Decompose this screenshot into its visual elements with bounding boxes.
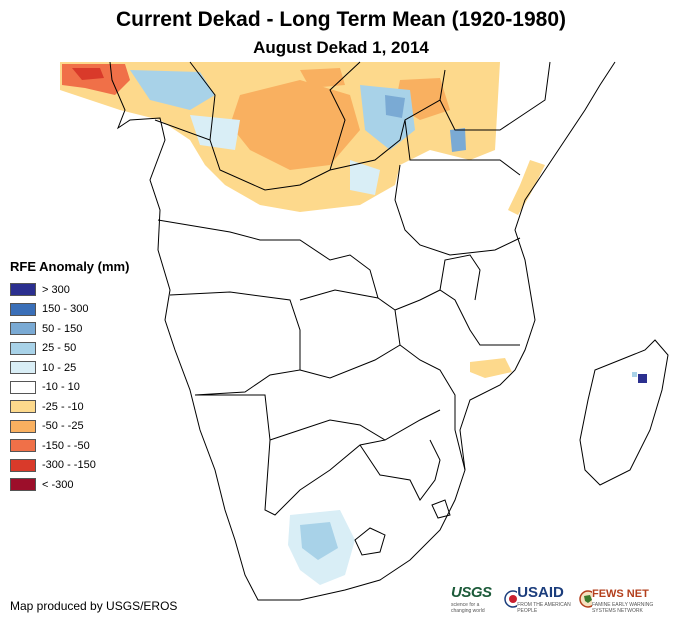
fews-net-logo: FEWS NET FAMINE EARLY WARNING SYSTEMS NE…	[578, 584, 676, 614]
legend-item: 150 - 300	[10, 300, 129, 320]
usaid-logo: USAID FROM THE AMERICAN PEOPLE	[504, 584, 573, 614]
border-line	[195, 394, 441, 516]
legend-label: -10 - 10	[42, 381, 80, 394]
wet-anomaly-area	[385, 95, 405, 118]
wet-anomaly-area	[190, 115, 240, 150]
legend-title: RFE Anomaly (mm)	[10, 259, 130, 274]
legend-label: < -300	[42, 478, 74, 491]
usgs-tagline: science for a changing world	[451, 602, 485, 614]
legend-item: > 300	[10, 280, 129, 300]
border-line	[269, 419, 386, 441]
wet-anomaly-area	[130, 70, 215, 110]
legend-label: -150 - -50	[42, 439, 90, 452]
border-line	[404, 119, 521, 176]
anomaly-shading	[60, 62, 647, 585]
legend-swatch	[10, 322, 36, 336]
legend-item: -300 - -150	[10, 456, 129, 476]
legend-swatch	[10, 302, 36, 316]
legend-item: -150 - -50	[10, 436, 129, 456]
legend-label: -300 - -150	[42, 459, 96, 472]
legend-label: 150 - 300	[42, 303, 89, 316]
logo-strip: USGS science for a changing world USAID …	[451, 584, 682, 614]
border-line	[431, 499, 451, 519]
legend-label: 25 - 50	[42, 342, 77, 355]
border-line	[394, 164, 521, 256]
usgs-logo: USGS science for a changing world	[451, 584, 498, 614]
usaid-seal-icon	[504, 590, 518, 608]
legend-swatch	[10, 439, 36, 453]
border-line	[439, 61, 551, 131]
wet-anomaly-area	[450, 128, 466, 152]
very-dry-area	[72, 68, 104, 80]
wet-anomaly-area	[350, 160, 380, 195]
country-borders	[109, 61, 669, 601]
legend-rows: > 300 150 - 300 50 - 150 25 - 50 10 - 25 -10 …	[10, 280, 129, 495]
border-line	[439, 254, 481, 301]
legend: RFE Anomaly (mm) > 300 150 - 300 50 - 150 2…	[10, 259, 129, 495]
usaid-tagline: FROM THE AMERICAN PEOPLE	[517, 602, 571, 614]
legend-item: -50 - -25	[10, 417, 129, 437]
coastline	[109, 61, 616, 601]
border-line	[359, 439, 441, 501]
usaid-logo-text: USAID	[517, 584, 564, 601]
border-line	[399, 344, 466, 471]
border-line	[157, 219, 379, 299]
border-line	[354, 527, 386, 556]
page-title: Current Dekad - Long Term Mean (1920-198…	[115, 8, 567, 31]
map-credit: Map produced by USGS/EROS	[10, 599, 178, 613]
legend-label: -50 - -25	[42, 420, 84, 433]
dry-anomaly-area	[470, 358, 512, 378]
legend-swatch	[10, 361, 36, 375]
legend-swatch	[10, 400, 36, 414]
border-line	[169, 291, 301, 396]
border-line	[299, 289, 401, 379]
legend-swatch	[10, 380, 36, 394]
fews-globe-icon	[578, 590, 592, 608]
page-subtitle: August Dekad 1, 2014	[253, 38, 429, 57]
dry-anomaly-area	[508, 160, 545, 215]
wet-anomaly-area	[300, 522, 338, 560]
legend-item: 25 - 50	[10, 339, 129, 359]
strong-dry-area	[230, 80, 360, 170]
fews-logo-text: FEWS NET	[591, 588, 649, 600]
legend-swatch	[10, 478, 36, 492]
wet-anomaly-area	[638, 374, 647, 383]
legend-label: -25 - -10	[42, 400, 84, 413]
border-line	[189, 61, 216, 141]
legend-label: 50 - 150	[42, 322, 83, 335]
border-line	[394, 289, 520, 346]
legend-item: 10 - 25	[10, 358, 129, 378]
border-line	[329, 61, 361, 171]
strong-dry-area	[300, 68, 345, 88]
legend-item: < -300	[10, 475, 129, 495]
legend-swatch	[10, 419, 36, 433]
madagascar-outline	[579, 339, 669, 486]
fews-tagline: FAMINE EARLY WARNING SYSTEMS NETWORK	[591, 602, 654, 614]
legend-item: -25 - -10	[10, 397, 129, 417]
wet-anomaly-area	[632, 372, 637, 377]
usgs-logo-text: USGS	[451, 584, 492, 601]
legend-swatch	[10, 458, 36, 472]
legend-swatch	[10, 283, 36, 297]
legend-label: > 300	[42, 283, 70, 296]
legend-swatch	[10, 341, 36, 355]
legend-item: 50 - 150	[10, 319, 129, 339]
legend-item: -10 - 10	[10, 378, 129, 398]
legend-label: 10 - 25	[42, 361, 77, 374]
